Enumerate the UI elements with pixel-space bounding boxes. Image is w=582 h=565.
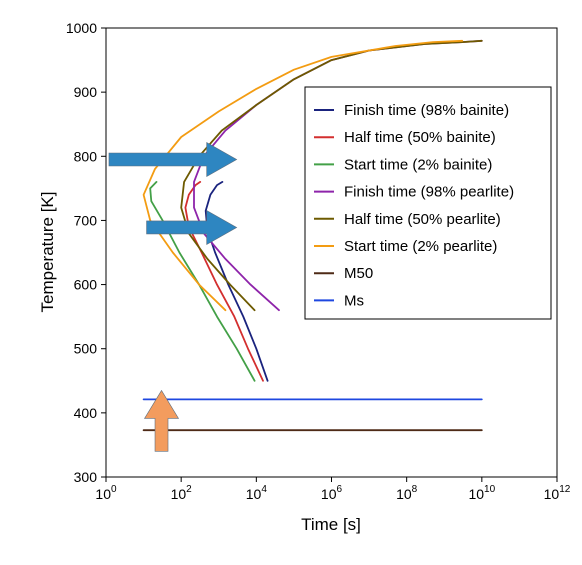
legend-box: [304, 86, 552, 320]
x-tick-label: 100: [95, 484, 117, 502]
series-lines: [142, 39, 483, 432]
y-tick-label: 300: [74, 469, 98, 485]
y-tick-labels: 300 400 500 600 700 800 900 1000: [66, 20, 97, 485]
series-line-start-time-2-pearlite-: [142, 39, 464, 312]
annotation-arrows: [108, 141, 238, 452]
legend-label: Start time (2% pearlite): [344, 238, 497, 255]
x-tick-label: 106: [321, 484, 343, 502]
legend-label: Half time (50% bainite): [344, 129, 496, 146]
y-tick-label: 400: [74, 405, 98, 421]
y-axis-title: Temperature [K]: [38, 192, 57, 313]
x-tick-label: 102: [171, 484, 193, 502]
series-line-half-time-50-bainite-: [184, 180, 264, 382]
plot-frame: [105, 27, 558, 478]
y-tick-label: 600: [74, 277, 98, 293]
y-tick-label: 700: [74, 212, 98, 228]
x-tick-label: 104: [246, 484, 268, 502]
series-line-half-time-50-pearlite-: [180, 39, 483, 312]
x-axis-title: Time [s]: [301, 515, 361, 534]
y-tick-label: 1000: [66, 20, 97, 36]
annotation-arrow-right: [108, 141, 238, 178]
series-line-start-time-2-bainite-: [149, 180, 256, 382]
annotation-arrow-up: [143, 389, 180, 452]
legend: Finish time (98% bainite) Half time (50% …: [304, 86, 552, 320]
x-tick-label: 1012: [544, 484, 571, 502]
y-tick-label: 800: [74, 148, 98, 164]
annotation-arrow-right: [146, 209, 238, 245]
y-tick-label: 500: [74, 341, 98, 357]
x-tick-label: 108: [396, 484, 418, 502]
legend-label: Finish time (98% bainite): [344, 102, 509, 119]
legend-label: Finish time (98% pearlite): [344, 184, 514, 201]
x-tick-label: 1010: [468, 484, 495, 502]
y-tick-label: 900: [74, 84, 98, 100]
legend-label: Ms: [344, 292, 364, 309]
legend-label: Half time (50% pearlite): [344, 211, 501, 228]
axis-ticks: [101, 27, 558, 482]
legend-label: M50: [344, 265, 373, 282]
x-tick-labels: 100 102 104 106 108 1010 1012: [95, 484, 570, 502]
legend-label: Start time (2% bainite): [344, 156, 492, 173]
